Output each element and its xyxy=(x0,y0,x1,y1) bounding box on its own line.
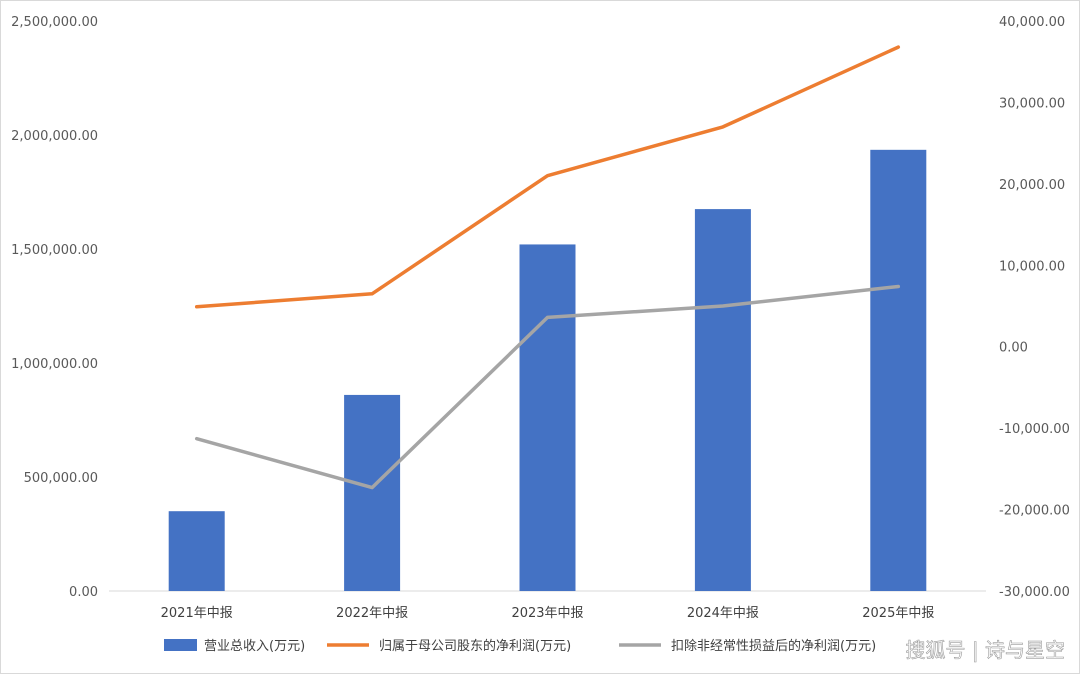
y-right-tick-label: 20,000.00 xyxy=(999,178,1065,193)
legend-label-0: 营业总收入(万元) xyxy=(204,639,305,654)
legend-label-2: 扣除非经常性损益后的净利润(万元) xyxy=(671,638,876,654)
legend-swatch-0 xyxy=(164,639,197,651)
watermark: 搜狐号 | 诗与星空 xyxy=(906,638,1065,662)
y-right-tick-label: 0.00 xyxy=(999,341,1028,356)
y-left-tick-label: 2,500,000.00 xyxy=(11,15,98,30)
x-category-label: 2025年中报 xyxy=(862,606,934,621)
y-right-tick-label: 30,000.00 xyxy=(999,96,1065,111)
line-series-1 xyxy=(194,45,901,309)
bar-0-3 xyxy=(694,209,751,591)
y-left-tick-label: 2,000,000.00 xyxy=(11,129,98,144)
bar-0-1 xyxy=(344,394,401,591)
x-category-label: 2024年中报 xyxy=(687,606,759,621)
y-left-tick-label: 1,000,000.00 xyxy=(11,357,98,372)
x-category-label: 2022年中报 xyxy=(336,606,408,621)
y-left-tick-label: 500,000.00 xyxy=(24,471,98,486)
bar-0-0 xyxy=(168,511,225,591)
x-category-label: 2021年中报 xyxy=(161,606,233,621)
y-right-tick-label: -10,000.00 xyxy=(999,422,1070,437)
bar-0-2 xyxy=(519,244,576,591)
line-series-2 xyxy=(194,284,901,490)
y-left-tick-label: 0.00 xyxy=(69,585,98,600)
bar-0-4 xyxy=(870,149,927,591)
x-category-label: 2023年中报 xyxy=(511,606,583,621)
y-right-tick-label: -30,000.00 xyxy=(999,585,1070,600)
y-right-tick-label: -20,000.00 xyxy=(999,504,1070,519)
y-left-tick-label: 1,500,000.00 xyxy=(11,243,98,258)
legend-label-1: 归属于母公司股东的净利润(万元) xyxy=(379,638,571,654)
y-right-tick-label: 40,000.00 xyxy=(999,15,1065,30)
y-right-tick-label: 10,000.00 xyxy=(999,259,1065,274)
